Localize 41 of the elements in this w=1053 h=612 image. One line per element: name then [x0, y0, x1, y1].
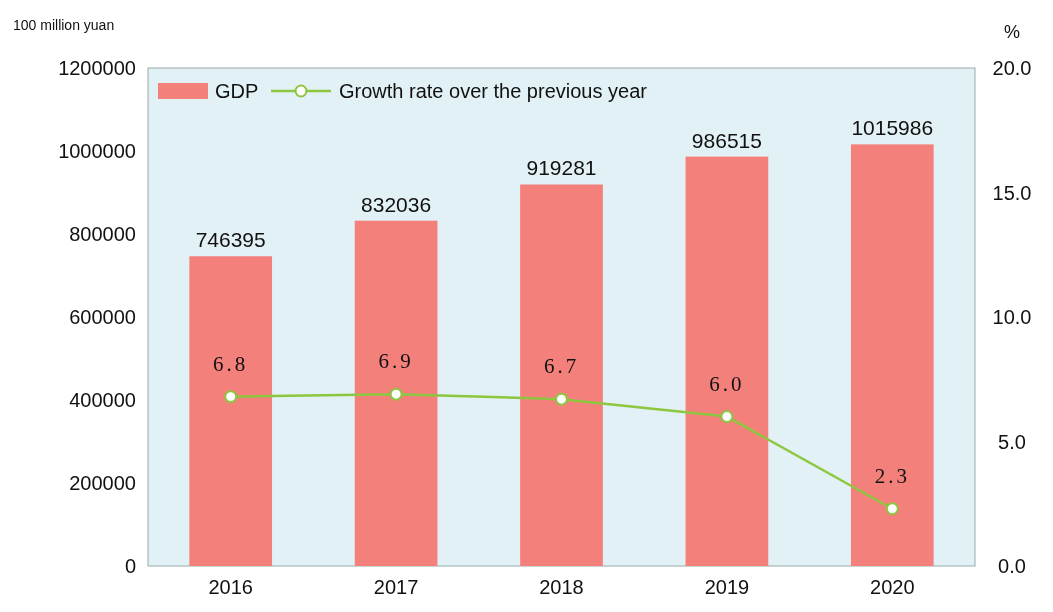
legend-label: Growth rate over the previous year: [339, 80, 648, 102]
bar: [685, 156, 769, 566]
x-tick-label: 2017: [373, 576, 419, 598]
data-label: 919281: [526, 156, 597, 180]
y2-tick-label: 10.0: [992, 306, 1032, 328]
data-label: 832036: [361, 192, 432, 216]
y2-tick-label: 20.0: [992, 57, 1032, 79]
data-label: 6.7: [543, 354, 580, 379]
bar: [520, 184, 603, 566]
bar: [850, 144, 934, 566]
y-tick-label: 400000: [69, 389, 136, 411]
data-label: 6.0: [709, 371, 745, 396]
x-tick-label: 2020: [870, 576, 915, 598]
bar: [189, 256, 273, 566]
data-label: 6.9: [378, 349, 414, 374]
y-tick-label: 200000: [69, 472, 136, 494]
point: [555, 392, 568, 406]
y2-tick-label: 5.0: [998, 430, 1026, 453]
point: [885, 502, 899, 516]
legend-label: GDP: [215, 80, 259, 102]
point: [389, 387, 403, 401]
y2-axis-title: %: [1003, 22, 1021, 42]
y-tick-label: 600000: [69, 306, 136, 328]
data-label: 2.3: [874, 463, 910, 488]
data-label: 986515: [691, 128, 762, 152]
point: [224, 390, 238, 404]
y2-tick-label: 0.0: [998, 555, 1026, 577]
data-label: 6.8: [213, 351, 249, 376]
y-tick-label: 1200000: [58, 57, 136, 79]
y-axis-title: 100 million yuan: [13, 17, 115, 33]
x-tick-label: 2016: [208, 576, 253, 598]
y-tick-label: 1000000: [58, 140, 136, 162]
data-label: 1015986: [851, 116, 934, 140]
x-tick-label: 2018: [539, 576, 584, 598]
data-label: 746395: [195, 228, 266, 252]
x-tick-label: 2019: [704, 576, 750, 598]
point: [720, 410, 734, 424]
y2-tick-label: 15.0: [992, 181, 1032, 204]
y-tick-label: 800000: [69, 223, 136, 245]
y-tick-label: 0: [124, 555, 136, 577]
bar: [354, 220, 438, 566]
